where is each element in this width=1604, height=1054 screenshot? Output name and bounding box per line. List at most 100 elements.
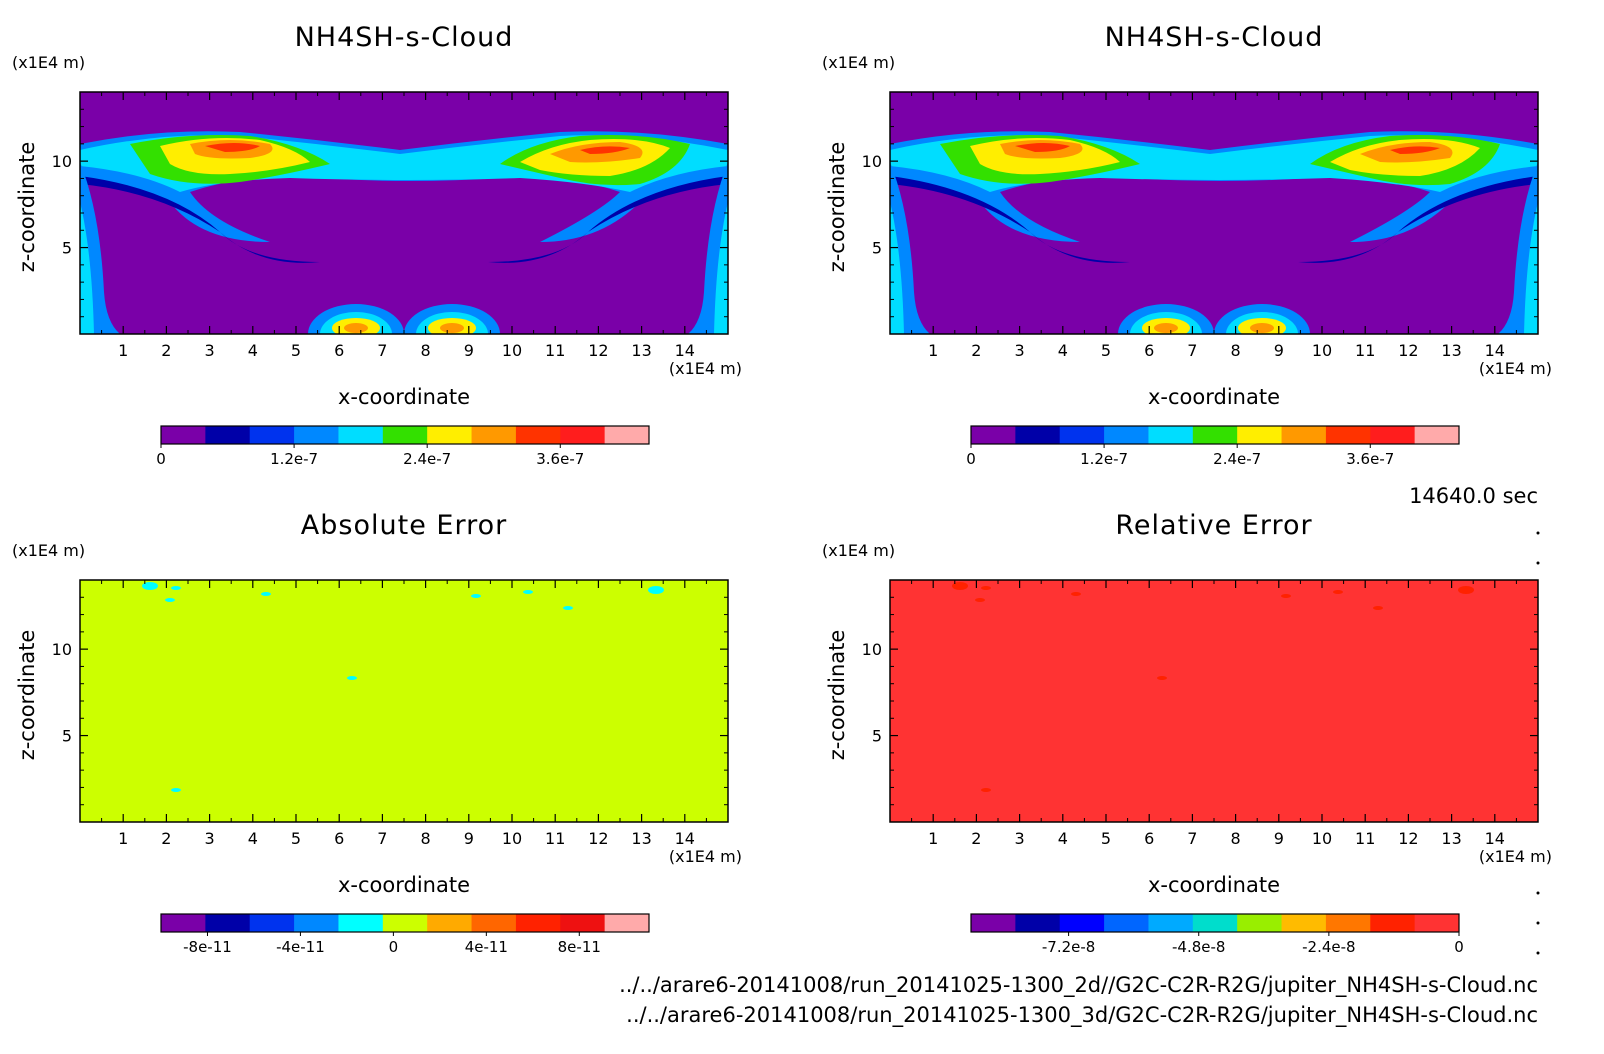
x-tick-label: 12 bbox=[588, 341, 608, 360]
x-tick-label: 9 bbox=[464, 829, 474, 848]
bottom-bubble-peak-0 bbox=[1154, 323, 1178, 333]
edge-dot bbox=[1536, 891, 1540, 895]
colorbar-swatch bbox=[1370, 426, 1416, 444]
colorbar-frame bbox=[970, 425, 1460, 445]
colorbar-swatch bbox=[515, 426, 561, 444]
left-wall-inner bbox=[890, 202, 904, 334]
colorbar-swatch bbox=[249, 426, 295, 444]
x-tick-label: 1 bbox=[118, 829, 128, 848]
x-tick-label: 13 bbox=[631, 829, 651, 848]
colorbar-swatch bbox=[604, 426, 650, 444]
cloud-band-level-3 bbox=[160, 138, 670, 176]
colorbar-swatch bbox=[1281, 426, 1327, 444]
x-tick-label: 5 bbox=[291, 341, 301, 360]
chart-panel-3: Absolute Error(x1E4 m)1 2 3 4 5 6 7 8 9 10 11 12 13 1… bbox=[12, 510, 742, 956]
x-tick-label: 1 bbox=[928, 341, 938, 360]
colorbar-swatch bbox=[249, 914, 295, 932]
anomaly-spot-9 bbox=[981, 788, 991, 792]
chart-panel-2: NH4SH-s-Cloud(x1E4 m)1 2 3 4 5 6 7 8 9 10 11 12 13 14… bbox=[822, 22, 1552, 468]
colorbar-swatch bbox=[1370, 914, 1416, 932]
colorbar-tick-label: 3.6e-7 bbox=[1346, 450, 1394, 468]
colorbar-swatch bbox=[294, 914, 339, 932]
anomaly-spot-1 bbox=[171, 586, 181, 590]
colorbar-swatch bbox=[427, 914, 473, 932]
colorbar-swatch bbox=[427, 426, 473, 444]
plot-field bbox=[890, 580, 1538, 822]
x-tick-label: 6 bbox=[334, 341, 344, 360]
x-tick-label: 6 bbox=[1144, 341, 1154, 360]
anomaly-spot-7 bbox=[648, 586, 664, 594]
y-tick-label: 10 bbox=[52, 152, 72, 171]
colorbar-tick-label: 4e-11 bbox=[465, 938, 508, 956]
colorbar-tick-label: -7.2e-8 bbox=[1042, 938, 1095, 956]
field-background bbox=[890, 92, 1538, 334]
colorbar-swatch bbox=[338, 426, 384, 444]
colorbar-swatch bbox=[471, 426, 517, 444]
x-unit-label: (x1E4 m) bbox=[669, 359, 742, 378]
edge-dot bbox=[1536, 921, 1540, 925]
colorbar-swatch bbox=[382, 426, 428, 444]
colorbar-tick-label: -2.4e-8 bbox=[1302, 938, 1355, 956]
colorbar-frame bbox=[160, 913, 650, 933]
anomaly-spot-2 bbox=[975, 598, 985, 602]
colorbar-tick-label: 0 bbox=[966, 450, 976, 468]
x-tick-label: 2 bbox=[971, 341, 981, 360]
cloud-band-level-5 bbox=[1015, 143, 1440, 154]
y-axis-label: z-coordinate bbox=[825, 142, 849, 273]
y-tick-label: 5 bbox=[872, 727, 882, 746]
x-tick-label: 14 bbox=[1485, 341, 1505, 360]
x-tick-label: 8 bbox=[421, 341, 431, 360]
chart-title: Absolute Error bbox=[301, 510, 507, 541]
colorbar-tick-label: -8e-11 bbox=[183, 938, 232, 956]
x-tick-label: 12 bbox=[1398, 829, 1418, 848]
x-tick-label: 8 bbox=[1231, 829, 1241, 848]
colorbar-swatch bbox=[604, 914, 650, 932]
anomaly-spot-8 bbox=[1157, 676, 1167, 680]
right-wall-inner bbox=[1524, 202, 1538, 334]
x-tick-label: 6 bbox=[1144, 829, 1154, 848]
x-tick-label: 4 bbox=[1058, 829, 1068, 848]
colorbar-tick-label: -4e-11 bbox=[276, 938, 325, 956]
y-axis-label: z-coordinate bbox=[825, 630, 849, 761]
x-tick-label: 8 bbox=[421, 829, 431, 848]
colorbar-tick-label: 8e-11 bbox=[558, 938, 601, 956]
x-tick-label: 2 bbox=[161, 341, 171, 360]
x-tick-label: 7 bbox=[1187, 829, 1197, 848]
x-tick-label: 9 bbox=[464, 341, 474, 360]
x-tick-label: 10 bbox=[502, 341, 522, 360]
x-tick-label: 14 bbox=[1485, 829, 1505, 848]
x-tick-label: 12 bbox=[1398, 341, 1418, 360]
chart-title: NH4SH-s-Cloud bbox=[295, 22, 514, 53]
x-tick-label: 7 bbox=[1187, 341, 1197, 360]
x-tick-label: 11 bbox=[545, 829, 565, 848]
x-tick-label: 5 bbox=[1101, 341, 1111, 360]
colorbar-swatch bbox=[1325, 914, 1371, 932]
x-tick-label: 1 bbox=[118, 341, 128, 360]
x-tick-label: 11 bbox=[545, 341, 565, 360]
colorbar-swatch bbox=[1414, 914, 1460, 932]
cloud-left-arm bbox=[80, 176, 320, 263]
x-tick-label: 6 bbox=[334, 829, 344, 848]
field-background bbox=[890, 580, 1538, 822]
x-tick-label: 4 bbox=[248, 829, 258, 848]
x-axis-label: x-coordinate bbox=[1148, 385, 1280, 409]
colorbar-tick-label: 1.2e-7 bbox=[1080, 450, 1128, 468]
edge-dot bbox=[1536, 531, 1540, 535]
cloud-right-arm bbox=[488, 176, 728, 263]
bottom-bubble-peak-0 bbox=[344, 323, 368, 333]
x-tick-label: 13 bbox=[631, 341, 651, 360]
plot-field bbox=[890, 92, 1538, 334]
y-axis-label: z-coordinate bbox=[15, 142, 39, 273]
plot-field bbox=[80, 92, 728, 334]
colorbar-swatch bbox=[1059, 914, 1105, 932]
x-tick-label: 9 bbox=[1274, 341, 1284, 360]
colorbar-swatch bbox=[338, 914, 384, 932]
colorbar-swatch bbox=[1148, 914, 1194, 932]
anomaly-spot-3 bbox=[1071, 592, 1081, 596]
colorbar-swatch bbox=[294, 426, 339, 444]
x-tick-label: 8 bbox=[1231, 341, 1241, 360]
colorbar-swatch bbox=[1414, 426, 1460, 444]
colorbar-swatch bbox=[1325, 426, 1371, 444]
colorbar-swatch bbox=[515, 914, 561, 932]
anomaly-spot-8 bbox=[347, 676, 357, 680]
